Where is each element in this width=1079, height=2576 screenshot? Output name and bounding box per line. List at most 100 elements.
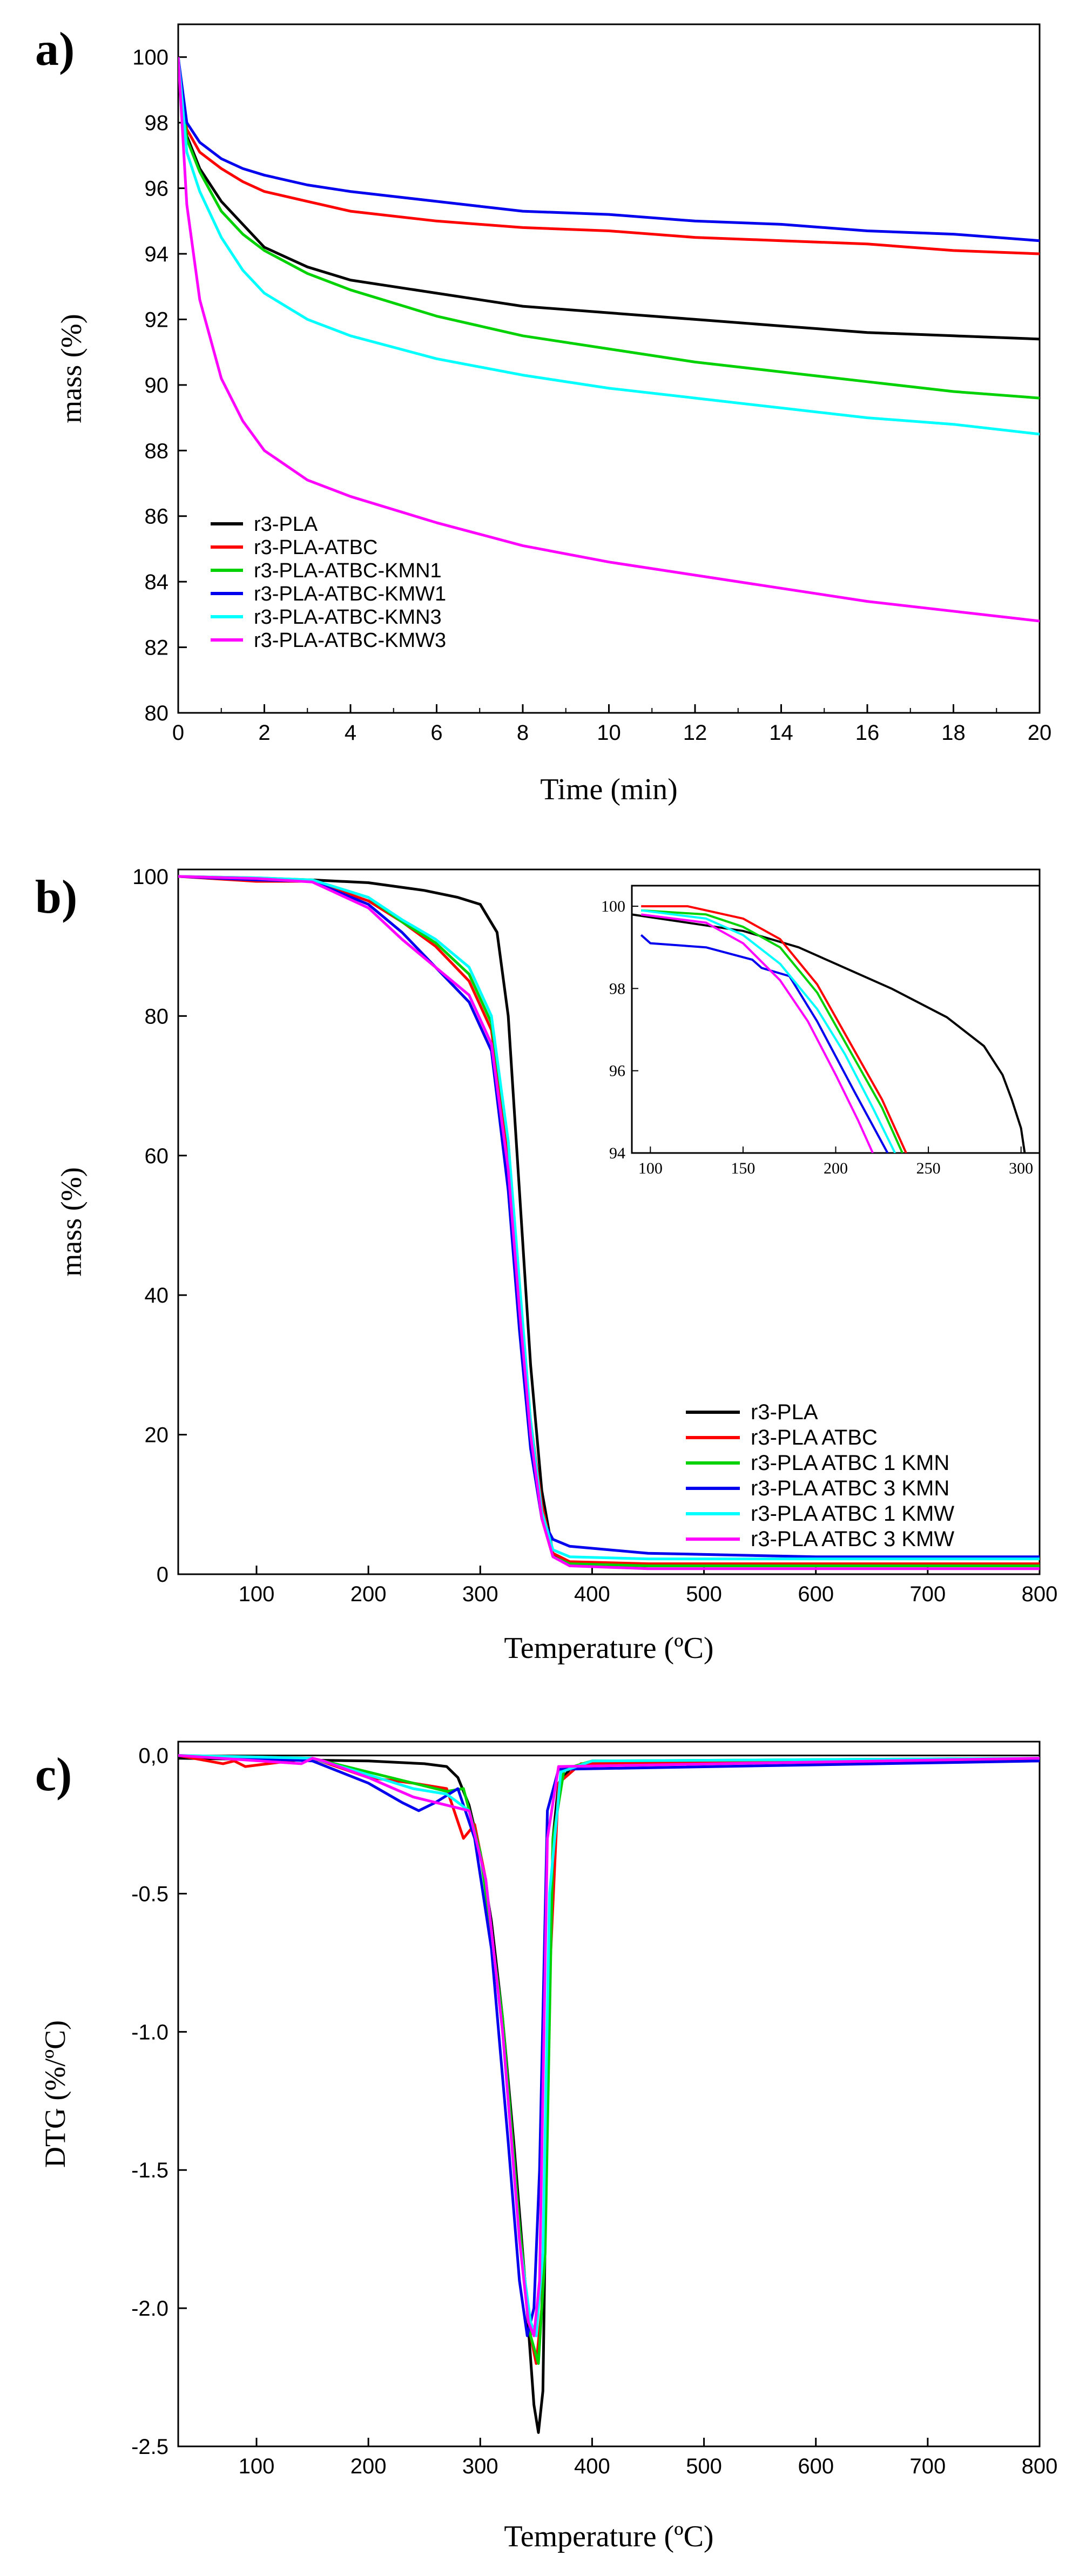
legend-entry: r3-PLA-ATBC-KMN1 xyxy=(254,559,442,582)
legend: r3-PLAr3-PLA-ATBCr3-PLA-ATBC-KMN1r3-PLA-… xyxy=(211,513,446,652)
x-tick-label: 6 xyxy=(430,721,442,745)
x-axis-label: Temperature (ºC) xyxy=(504,1631,713,1665)
y-tick-label: 100 xyxy=(132,46,168,70)
x-axis-label: Time (min) xyxy=(540,773,678,806)
x-tick-label: 500 xyxy=(686,2454,722,2478)
x-tick-label: 2 xyxy=(258,721,270,745)
x-tick-label: 700 xyxy=(909,1582,946,1606)
x-tick-label: 4 xyxy=(345,721,356,745)
y-axis-label: mass (%) xyxy=(55,1167,87,1276)
inset-series-line-r3-pla-atbc xyxy=(641,905,907,1153)
series-line-r3-pla-atbc-1-kmw xyxy=(178,875,1040,1561)
inset-y-tick-label: 94 xyxy=(609,1144,625,1162)
x-tick-label: 12 xyxy=(683,721,707,745)
y-tick-label: 40 xyxy=(145,1284,169,1307)
y-tick-label: -2.0 xyxy=(131,2297,168,2321)
x-tick-label: 700 xyxy=(909,2454,946,2478)
x-tick-label: 500 xyxy=(686,1582,722,1606)
y-tick-label: 86 xyxy=(145,505,169,529)
series-line-r3-pla-atbc-kmn1 xyxy=(178,57,1040,400)
inset-x-tick-label: 200 xyxy=(824,1159,848,1177)
inset-x-tick-label: 300 xyxy=(1009,1159,1033,1177)
x-tick-label: 400 xyxy=(574,2454,610,2478)
panel-a: a) 0 2 4 6 8 10 12 14 16 18 20 80 82 84 86 88 90 92 94 96 98 1… xyxy=(35,23,1051,806)
y-axis-label: DTG (%/ºC) xyxy=(39,2020,71,2168)
x-tick-label: 18 xyxy=(941,721,966,745)
x-tick-label: 600 xyxy=(798,2454,834,2478)
inset-x-tick-label: 150 xyxy=(731,1159,755,1177)
panel-label: c) xyxy=(35,1749,72,1801)
series-line-r3-pla-atbc-3-kmw xyxy=(178,875,1040,1570)
inset-x-tick-label: 100 xyxy=(638,1159,663,1177)
inset-chart: 100 150 200 250 300 94 96 98 100 xyxy=(601,885,1041,1177)
x-tick-label: 600 xyxy=(798,1582,834,1606)
x-tick-label: 8 xyxy=(517,721,529,745)
x-tick-label: 200 xyxy=(350,2454,387,2478)
panel-label: b) xyxy=(35,871,77,923)
legend-entry: r3-PLA-ATBC xyxy=(254,536,377,559)
y-tick-label: 82 xyxy=(145,636,169,660)
series-line-r3-pla-atbc-kmw1 xyxy=(178,57,1040,242)
y-tick-label: 84 xyxy=(145,570,169,594)
y-tick-label: 80 xyxy=(145,1004,169,1028)
legend-entry: r3-PLA ATBC xyxy=(751,1426,878,1449)
series-line-r3-pla-atbc-3-kmn xyxy=(178,1754,1040,2337)
y-tick-label: 80 xyxy=(145,702,169,725)
inset-x-tick-label: 250 xyxy=(916,1159,941,1177)
legend-entry: r3-PLA ATBC 1 KMW xyxy=(751,1502,954,1526)
x-tick-label: 200 xyxy=(350,1582,387,1606)
series-line-r3-pla-atbc xyxy=(178,57,1040,255)
y-tick-label: 92 xyxy=(145,308,169,332)
series-line-r3-pla-atbc-3-kmn xyxy=(178,875,1040,1559)
legend-entry: r3-PLA-ATBC-KMN3 xyxy=(254,606,442,629)
panel-c: c) 100 200 300 400 500 600 700 800 0,0 -0.5 -1.0 -1.… xyxy=(35,1741,1058,2553)
inset-y-tick-label: 96 xyxy=(609,1062,625,1080)
legend-entry: r3-PLA-ATBC-KMW3 xyxy=(254,629,446,652)
series-group xyxy=(178,57,1040,623)
y-tick-label: -1.0 xyxy=(131,2020,168,2044)
x-tick-label: 800 xyxy=(1022,2454,1058,2478)
y-tick-label: -1.5 xyxy=(131,2159,168,2182)
inset-series-line-r3-pla-atbc-1-kmn xyxy=(641,909,903,1153)
x-tick-label: 400 xyxy=(574,1582,610,1606)
y-tick-label: 90 xyxy=(145,374,169,397)
x-tick-label: 20 xyxy=(1028,721,1052,745)
x-tick-label: 16 xyxy=(855,721,880,745)
legend-entry: r3-PLA-ATBC-KMW1 xyxy=(254,583,446,605)
legend-entry: r3-PLA ATBC 3 KMW xyxy=(751,1527,954,1551)
x-tick-label: 100 xyxy=(239,1582,275,1606)
y-tick-label: -0.5 xyxy=(131,1882,168,1906)
series-line-r3-pla xyxy=(178,57,1040,341)
panel-label: a) xyxy=(35,23,75,76)
x-axis-label: Temperature (ºC) xyxy=(504,2520,713,2553)
series-line-r3-pla-atbc-kmw3 xyxy=(178,57,1040,623)
y-tick-label: 96 xyxy=(145,177,169,201)
inset-series-line-r3-pla-atbc-3-kmn xyxy=(640,934,889,1153)
y-tick-label: 0 xyxy=(157,1563,168,1587)
plot-frame xyxy=(177,868,1041,1575)
y-tick-label: 60 xyxy=(145,1144,169,1168)
inset-series-line-r3-pla xyxy=(632,913,1026,1153)
y-tick-label: 94 xyxy=(145,242,169,266)
series-line-r3-pla-atbc-kmn3 xyxy=(178,57,1040,436)
legend-entry: r3-PLA xyxy=(254,513,318,536)
x-tick-label: 100 xyxy=(239,2454,275,2478)
inset-series-line-r3-pla-atbc-1-kmw xyxy=(640,909,896,1153)
legend-entry: r3-PLA ATBC 3 KMN xyxy=(751,1476,949,1500)
y-tick-label: 0,0 xyxy=(138,1744,168,1768)
x-tick-label: 0 xyxy=(172,721,184,745)
y-tick-label: 20 xyxy=(145,1424,169,1447)
y-tick-label: 98 xyxy=(145,111,169,135)
y-tick-label: 100 xyxy=(132,865,168,889)
y-axis-label: mass (%) xyxy=(55,314,87,423)
series-line-r3-pla-atbc-3-kmw xyxy=(178,1754,1040,2337)
legend-entry: r3-PLA ATBC 1 KMN xyxy=(751,1451,949,1475)
x-tick-label: 10 xyxy=(597,721,621,745)
x-tick-label: 14 xyxy=(769,721,793,745)
inset-y-tick-label: 100 xyxy=(601,898,625,915)
legend-entry: r3-PLA xyxy=(751,1400,818,1424)
inset-y-tick-label: 98 xyxy=(609,980,625,997)
series-group xyxy=(178,1754,1040,2434)
